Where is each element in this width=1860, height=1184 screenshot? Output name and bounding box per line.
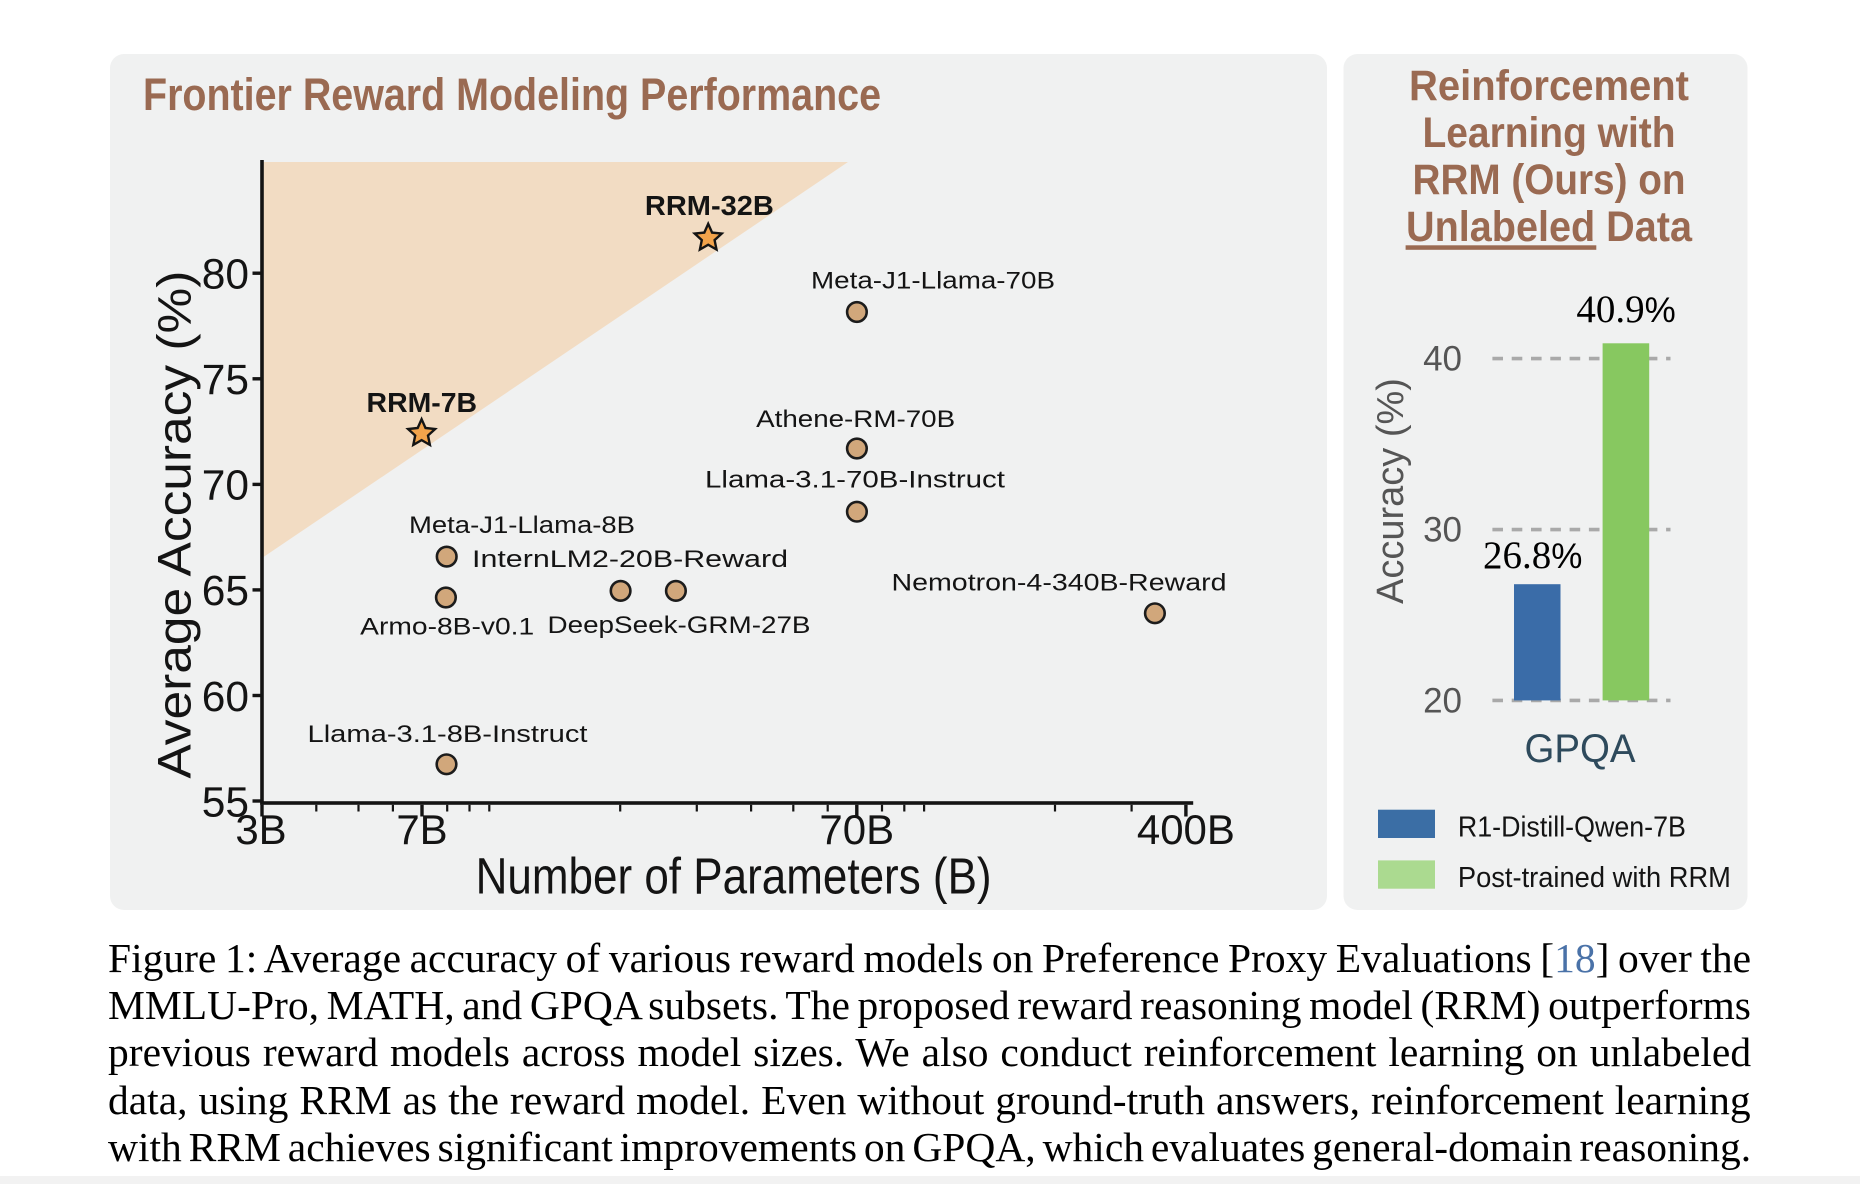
svg-text:Number of Parameters (B): Number of Parameters (B) (476, 847, 992, 904)
svg-text:RRM-32B: RRM-32B (645, 190, 774, 221)
svg-text:R1-Distill-Qwen-7B: R1-Distill-Qwen-7B (1458, 811, 1686, 843)
svg-text:InternLM2-20B-Reward: InternLM2-20B-Reward (472, 546, 788, 573)
svg-text:70: 70 (202, 463, 249, 510)
svg-text:RRM (Ours) on: RRM (Ours) on (1413, 157, 1686, 204)
svg-text:Nemotron-4-340B-Reward: Nemotron-4-340B-Reward (892, 570, 1227, 597)
svg-text:55: 55 (202, 779, 249, 826)
svg-text:400B: 400B (1137, 806, 1235, 853)
svg-text:60: 60 (202, 674, 249, 721)
svg-text:80: 80 (202, 252, 249, 299)
svg-text:26.8%: 26.8% (1483, 534, 1582, 577)
svg-text:Reinforcement: Reinforcement (1409, 63, 1689, 110)
svg-text:40.9%: 40.9% (1576, 288, 1675, 331)
svg-text:Average Accuracy (%): Average Accuracy (%) (148, 271, 201, 779)
svg-text:30: 30 (1423, 511, 1462, 550)
svg-text:3B: 3B (235, 806, 286, 853)
svg-text:GPQA: GPQA (1525, 727, 1636, 771)
svg-text:Athene-RM-70B: Athene-RM-70B (756, 406, 955, 433)
svg-text:75: 75 (202, 357, 249, 404)
svg-text:Post-trained with RRM: Post-trained with RRM (1458, 862, 1731, 894)
svg-text:DeepSeek-GRM-27B: DeepSeek-GRM-27B (548, 612, 811, 639)
svg-text:Meta-J1-Llama-8B: Meta-J1-Llama-8B (409, 512, 635, 539)
svg-text:70B: 70B (819, 806, 894, 853)
svg-text:20: 20 (1423, 681, 1462, 720)
svg-text:Llama-3.1-70B-Instruct: Llama-3.1-70B-Instruct (705, 467, 1005, 494)
svg-text:Meta-J1-Llama-70B: Meta-J1-Llama-70B (811, 268, 1055, 295)
svg-text:Armo-8B-v0.1: Armo-8B-v0.1 (360, 613, 534, 640)
svg-text:RRM-7B: RRM-7B (367, 387, 478, 418)
svg-text:Accuracy (%): Accuracy (%) (1370, 378, 1412, 604)
svg-text:65: 65 (202, 568, 249, 615)
svg-text:Llama-3.1-8B-Instruct: Llama-3.1-8B-Instruct (308, 721, 588, 748)
svg-text:40: 40 (1423, 340, 1462, 379)
svg-text:Frontier Reward Modeling Perfo: Frontier Reward Modeling Performance (143, 69, 881, 120)
svg-text:7B: 7B (396, 806, 447, 853)
svg-text:Learning with: Learning with (1423, 110, 1676, 157)
svg-text:Unlabeled Data: Unlabeled Data (1406, 204, 1692, 251)
